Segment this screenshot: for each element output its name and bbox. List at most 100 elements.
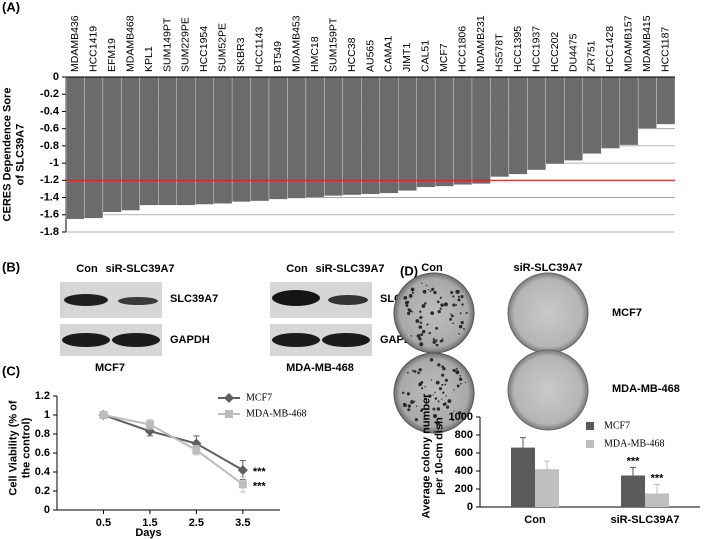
colony-spot xyxy=(441,383,444,386)
x-axis-label: Days xyxy=(135,527,161,539)
x-tick-label: HCC1806 xyxy=(457,26,469,72)
colony-spot xyxy=(450,314,454,318)
bar xyxy=(176,76,196,206)
colony-spot xyxy=(411,310,413,313)
colony-spot xyxy=(435,343,438,346)
legend-label: MDA-MB-468 xyxy=(246,408,307,419)
y-axis-label: per 10-cm dish xyxy=(433,417,445,495)
marker xyxy=(237,465,248,476)
x-tick-label: KPL1 xyxy=(143,46,155,72)
colony-spot xyxy=(432,407,436,411)
bar xyxy=(305,76,325,198)
colony-spot xyxy=(429,358,434,362)
colony-spot xyxy=(421,304,426,308)
x-tick-label: MDAMB415 xyxy=(641,15,653,72)
colony-spot xyxy=(455,367,458,370)
colony-spot xyxy=(407,371,409,374)
colony-spot xyxy=(435,339,438,342)
colony-spot xyxy=(432,337,435,341)
bar xyxy=(158,76,177,206)
colony-spot xyxy=(463,328,465,330)
colony-spot xyxy=(459,312,462,315)
marker xyxy=(144,426,155,437)
bar xyxy=(656,76,676,125)
y-axis-label: Cell Viability (% of xyxy=(7,400,19,495)
x-tick-label: HCC1395 xyxy=(512,26,524,72)
row-label: MDA-MB-468 xyxy=(612,383,680,395)
colony-spot xyxy=(442,367,446,371)
colony-spot xyxy=(453,410,455,412)
colony-spot xyxy=(437,363,441,367)
blot-band xyxy=(272,290,320,306)
lane-label: Con xyxy=(76,263,98,275)
bar xyxy=(139,76,159,206)
bar xyxy=(268,76,288,200)
blot-band xyxy=(62,333,110,347)
y-tick-label: 400 xyxy=(455,465,473,477)
lane-label: siR-SLC39A7 xyxy=(315,263,384,275)
colony-spot xyxy=(440,303,444,307)
colony-spot xyxy=(458,411,462,415)
colony-dish xyxy=(393,352,475,434)
error-bar xyxy=(520,437,526,458)
colony-spot xyxy=(439,296,442,299)
y-tick-label: 1.2 xyxy=(35,390,50,402)
x-tick-label: HCC38 xyxy=(346,37,358,72)
y-tick-label: -1.6 xyxy=(40,209,59,221)
colony-spot xyxy=(415,405,418,407)
x-tick-label: ZR751 xyxy=(586,40,598,72)
bar xyxy=(102,76,122,213)
x-tick-label: SKBR3 xyxy=(235,37,247,72)
bar xyxy=(564,76,583,161)
colony-spot xyxy=(418,368,422,372)
y-tick-label: -1.8 xyxy=(40,226,59,238)
colony-spot xyxy=(419,321,422,324)
lane-label: siR-SLC39A7 xyxy=(105,263,174,275)
bar xyxy=(324,76,343,196)
colony-spot xyxy=(453,389,455,391)
panel-label: (C) xyxy=(2,363,20,378)
colony-spot xyxy=(433,290,437,295)
bar xyxy=(471,76,491,184)
bar xyxy=(619,76,639,146)
bar xyxy=(84,76,104,219)
colony-spot xyxy=(436,300,440,304)
bar xyxy=(65,76,85,220)
y-tick-label: 0.8 xyxy=(35,428,50,440)
x-tick-label: JIMT1 xyxy=(401,43,413,72)
colony-spot xyxy=(424,397,427,400)
bar xyxy=(342,76,362,196)
colony-spot xyxy=(460,321,464,325)
y-tick-label: -1.4 xyxy=(40,191,60,203)
colony-spot xyxy=(435,380,440,385)
colony-spot xyxy=(419,310,422,313)
x-tick-label: 0.5 xyxy=(96,517,111,529)
bar xyxy=(231,76,251,203)
colony-spot xyxy=(460,295,464,299)
y-tick-label: 0.4 xyxy=(35,466,51,478)
colony-dish xyxy=(507,272,589,354)
bar xyxy=(582,76,602,154)
x-tick-label: SUM229PE xyxy=(180,17,192,72)
colony-spot xyxy=(449,318,452,321)
bar xyxy=(250,76,270,202)
colony-spot xyxy=(455,304,458,306)
x-tick-label: 2.5 xyxy=(189,517,204,529)
y-tick-label: 200 xyxy=(455,483,473,495)
y-tick-label: 0.6 xyxy=(35,447,50,459)
bar xyxy=(490,76,510,178)
colony-spot xyxy=(407,300,410,303)
significance-label: *** xyxy=(253,480,267,492)
x-tick-label: AU565 xyxy=(364,40,376,72)
colony-spot xyxy=(427,288,430,291)
marker xyxy=(192,446,201,455)
bar xyxy=(508,76,528,175)
lane-label: Con xyxy=(286,263,308,275)
colony-spot xyxy=(422,289,427,294)
colony-spot xyxy=(452,303,456,307)
colony-spot xyxy=(460,382,462,385)
colony-spot xyxy=(457,298,461,302)
colony-spot xyxy=(443,302,448,307)
colony-spot xyxy=(451,418,455,422)
marker xyxy=(191,438,202,449)
